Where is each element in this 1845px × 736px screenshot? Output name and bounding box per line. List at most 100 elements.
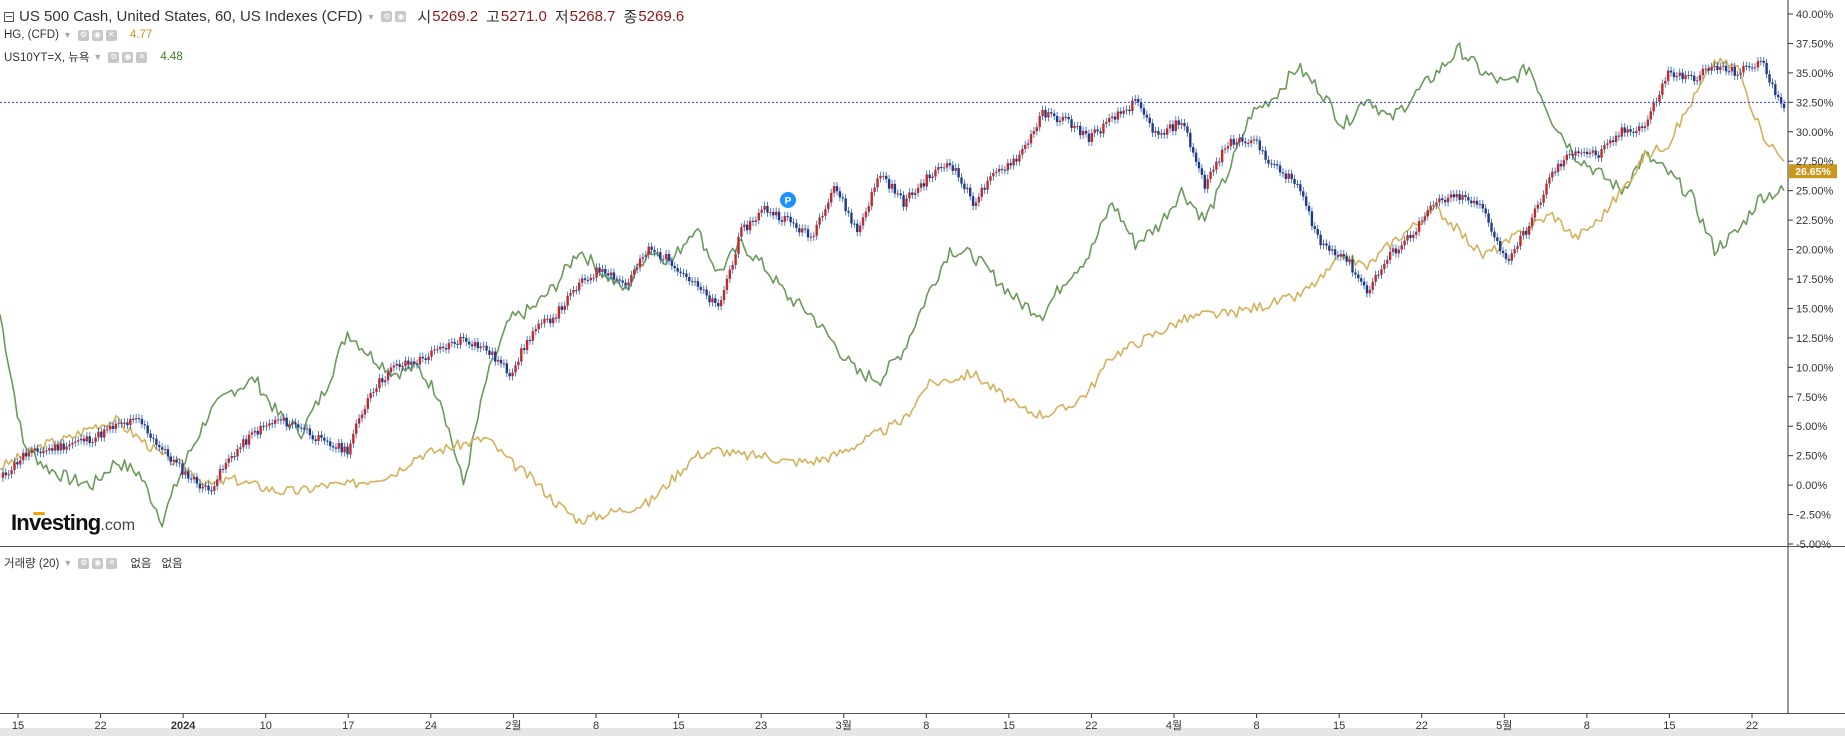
chevron-down-icon[interactable]: ▼ bbox=[63, 558, 73, 568]
candle-body bbox=[1220, 149, 1224, 163]
candle-body bbox=[954, 168, 957, 171]
candle-body bbox=[1762, 60, 1765, 63]
candle-body bbox=[1678, 72, 1681, 76]
candle-body bbox=[210, 490, 213, 492]
candle-body bbox=[1371, 281, 1374, 290]
settings-icon[interactable]: ⚙ bbox=[77, 29, 89, 41]
candle-body bbox=[708, 295, 711, 303]
candle-body bbox=[537, 323, 540, 330]
candle-body bbox=[551, 317, 555, 324]
candle-body bbox=[1545, 183, 1548, 195]
candle-body bbox=[1412, 234, 1415, 238]
candle-body bbox=[1304, 196, 1308, 206]
candle-body bbox=[1481, 203, 1485, 209]
candle-body bbox=[24, 452, 28, 457]
candle-body bbox=[809, 236, 813, 238]
candle-body bbox=[1397, 249, 1401, 254]
candle-body bbox=[152, 437, 155, 439]
candle-body bbox=[1748, 66, 1751, 68]
candle-body bbox=[195, 476, 199, 484]
candle-body bbox=[913, 192, 917, 195]
chevron-down-icon[interactable]: ▼ bbox=[62, 30, 72, 40]
candle-body bbox=[803, 228, 807, 230]
candle-body bbox=[1281, 172, 1285, 174]
visibility-icon[interactable]: ◉ bbox=[92, 557, 104, 569]
candle-body bbox=[1432, 205, 1435, 207]
candle-body bbox=[1333, 249, 1337, 256]
chevron-down-icon[interactable]: ▼ bbox=[93, 52, 103, 62]
candle-body bbox=[340, 443, 343, 453]
candle-body bbox=[595, 267, 598, 278]
y-tick-label: 12.50% bbox=[1796, 333, 1834, 345]
candle-body bbox=[1131, 100, 1134, 112]
candle-body bbox=[580, 278, 584, 283]
x-tick-label: 3월 bbox=[836, 719, 852, 732]
candle-body bbox=[1171, 124, 1175, 132]
candle-body bbox=[1782, 103, 1786, 109]
y-tick-label: 0.00% bbox=[1796, 480, 1827, 492]
close-icon[interactable]: ✕ bbox=[136, 51, 148, 63]
candle-body bbox=[887, 179, 891, 189]
candle-body bbox=[763, 205, 766, 210]
candle-body bbox=[832, 186, 836, 193]
settings-icon[interactable]: ⚙ bbox=[108, 51, 120, 63]
candle-body bbox=[1536, 204, 1540, 209]
candle-body bbox=[470, 344, 474, 347]
close-icon[interactable]: ✕ bbox=[106, 557, 118, 569]
candle-body bbox=[467, 341, 471, 345]
candle-body bbox=[1081, 130, 1085, 136]
candle-body bbox=[618, 279, 621, 281]
candle-body bbox=[543, 318, 546, 324]
candle-body bbox=[951, 165, 955, 171]
candle-body bbox=[427, 356, 430, 361]
candle-body bbox=[1554, 171, 1557, 173]
candle-body bbox=[436, 349, 439, 351]
candle-body bbox=[1623, 127, 1626, 133]
visibility-icon[interactable]: ◉ bbox=[122, 51, 134, 63]
candle-body bbox=[748, 220, 752, 231]
candle-body bbox=[1603, 144, 1606, 150]
candle-body bbox=[838, 191, 842, 198]
candle-body bbox=[108, 425, 112, 430]
candle-body bbox=[1417, 221, 1421, 232]
candle-body bbox=[598, 267, 601, 273]
candle-body bbox=[1076, 125, 1079, 127]
chart-overlay: P 26.65% bbox=[0, 101, 1837, 208]
chevron-down-icon[interactable]: ▼ bbox=[366, 11, 376, 22]
y-tick-label: 5.00% bbox=[1796, 421, 1827, 433]
candle-body bbox=[250, 432, 254, 435]
candle-body bbox=[1218, 161, 1221, 163]
visibility-icon[interactable]: ◉ bbox=[91, 29, 103, 41]
candle-body bbox=[1157, 131, 1160, 135]
candle-body bbox=[1359, 278, 1363, 282]
candle-body bbox=[134, 418, 138, 420]
candle-body bbox=[827, 202, 830, 210]
candle-body bbox=[786, 216, 789, 218]
candle-body bbox=[769, 212, 772, 214]
y-tick-label: 7.50% bbox=[1796, 392, 1827, 404]
visibility-icon[interactable]: ◉ bbox=[395, 11, 407, 22]
x-tick-label: 8 bbox=[593, 720, 599, 732]
candle-body bbox=[980, 187, 983, 197]
candle-body bbox=[1403, 240, 1406, 246]
candle-body bbox=[1000, 168, 1004, 170]
candle-body bbox=[1249, 140, 1253, 143]
price-tag-label: 26.65% bbox=[1795, 166, 1831, 178]
collapse-icon[interactable] bbox=[4, 11, 14, 22]
candle-body bbox=[1684, 75, 1687, 80]
candle-body bbox=[644, 255, 648, 258]
candle-body bbox=[1519, 235, 1522, 247]
close-icon[interactable]: ✕ bbox=[105, 29, 117, 41]
candle-body bbox=[1386, 259, 1389, 264]
settings-icon[interactable]: ⚙ bbox=[78, 557, 90, 569]
candle-body bbox=[995, 171, 998, 173]
event-marker-letter: P bbox=[785, 196, 792, 207]
candle-body bbox=[1493, 231, 1496, 238]
settings-icon[interactable]: ⚙ bbox=[381, 11, 393, 22]
candle-body bbox=[1409, 235, 1412, 238]
candle-body bbox=[1015, 158, 1018, 162]
candle-body bbox=[638, 258, 642, 268]
candle-body bbox=[299, 427, 303, 429]
candle-body bbox=[1032, 131, 1036, 135]
